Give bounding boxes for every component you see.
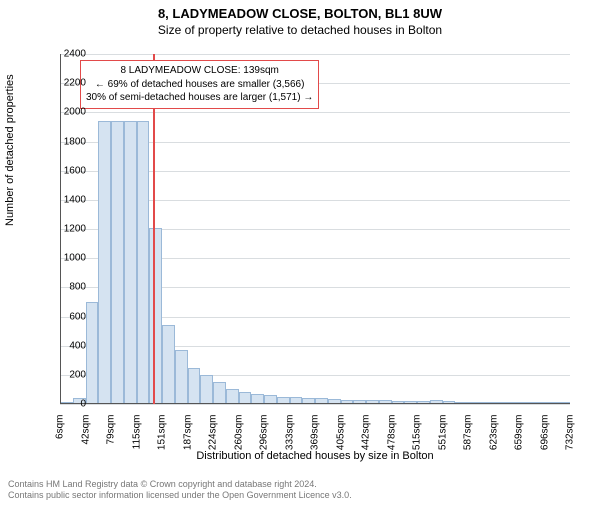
x-tick-label: 79sqm <box>106 415 117 455</box>
x-axis-line <box>60 403 570 404</box>
y-tick-label: 1600 <box>46 165 86 176</box>
footer-line-1: Contains HM Land Registry data © Crown c… <box>8 479 352 491</box>
chart-subtitle: Size of property relative to detached ho… <box>0 23 600 37</box>
x-tick-label: 659sqm <box>514 415 525 455</box>
x-tick-label: 696sqm <box>539 415 550 455</box>
y-tick-label: 200 <box>46 369 86 380</box>
chart-plot-area: 8 LADYMEADOW CLOSE: 139sqm ← 69% of deta… <box>60 54 570 404</box>
x-tick-label: 623sqm <box>488 415 499 455</box>
x-tick-label: 260sqm <box>233 415 244 455</box>
x-tick-label: 296sqm <box>259 415 270 455</box>
histogram-bar <box>162 325 175 404</box>
gridline <box>60 54 570 55</box>
x-tick-label: 478sqm <box>386 415 397 455</box>
x-tick-label: 587sqm <box>463 415 474 455</box>
gridline <box>60 404 570 405</box>
x-tick-label: 333sqm <box>284 415 295 455</box>
attribution-footer: Contains HM Land Registry data © Crown c… <box>8 479 352 502</box>
histogram-bar <box>175 350 188 404</box>
info-line-1: 8 LADYMEADOW CLOSE: 139sqm <box>86 64 313 78</box>
histogram-bar <box>149 228 162 404</box>
y-tick-label: 400 <box>46 340 86 351</box>
x-tick-label: 115sqm <box>131 415 142 455</box>
histogram-bar <box>213 382 226 404</box>
histogram-bar <box>111 121 124 404</box>
y-tick-label: 1400 <box>46 194 86 205</box>
x-tick-label: 369sqm <box>310 415 321 455</box>
x-tick-label: 6sqm <box>55 415 66 455</box>
histogram-bar <box>98 121 111 404</box>
x-tick-label: 42sqm <box>80 415 91 455</box>
x-tick-label: 442sqm <box>361 415 372 455</box>
histogram-bar <box>226 389 239 404</box>
footer-line-2: Contains public sector information licen… <box>8 490 352 502</box>
histogram-bar <box>124 121 137 404</box>
x-axis-label: Distribution of detached houses by size … <box>60 450 570 462</box>
y-tick-label: 1000 <box>46 253 86 264</box>
property-info-box: 8 LADYMEADOW CLOSE: 139sqm ← 69% of deta… <box>80 60 319 109</box>
histogram-bar <box>188 368 201 404</box>
x-tick-label: 515sqm <box>412 415 423 455</box>
gridline <box>60 112 570 113</box>
info-line-2: ← 69% of detached houses are smaller (3,… <box>86 78 313 92</box>
y-axis-label: Number of detached properties <box>4 74 16 226</box>
y-tick-label: 1800 <box>46 136 86 147</box>
x-tick-label: 551sqm <box>437 415 448 455</box>
y-tick-label: 800 <box>46 282 86 293</box>
histogram-bar <box>86 302 99 404</box>
histogram-bar <box>200 375 213 404</box>
y-tick-label: 2200 <box>46 78 86 89</box>
chart-title: 8, LADYMEADOW CLOSE, BOLTON, BL1 8UW <box>0 6 600 21</box>
x-tick-label: 224sqm <box>208 415 219 455</box>
y-tick-label: 2400 <box>46 49 86 60</box>
y-tick-label: 2000 <box>46 107 86 118</box>
histogram-bar <box>137 121 150 404</box>
x-tick-label: 151sqm <box>157 415 168 455</box>
y-tick-label: 600 <box>46 311 86 322</box>
y-tick-label: 1200 <box>46 224 86 235</box>
info-line-3: 30% of semi-detached houses are larger (… <box>86 91 313 105</box>
y-tick-label: 0 <box>46 399 86 410</box>
x-tick-label: 732sqm <box>565 415 576 455</box>
x-tick-label: 405sqm <box>335 415 346 455</box>
x-tick-label: 187sqm <box>182 415 193 455</box>
